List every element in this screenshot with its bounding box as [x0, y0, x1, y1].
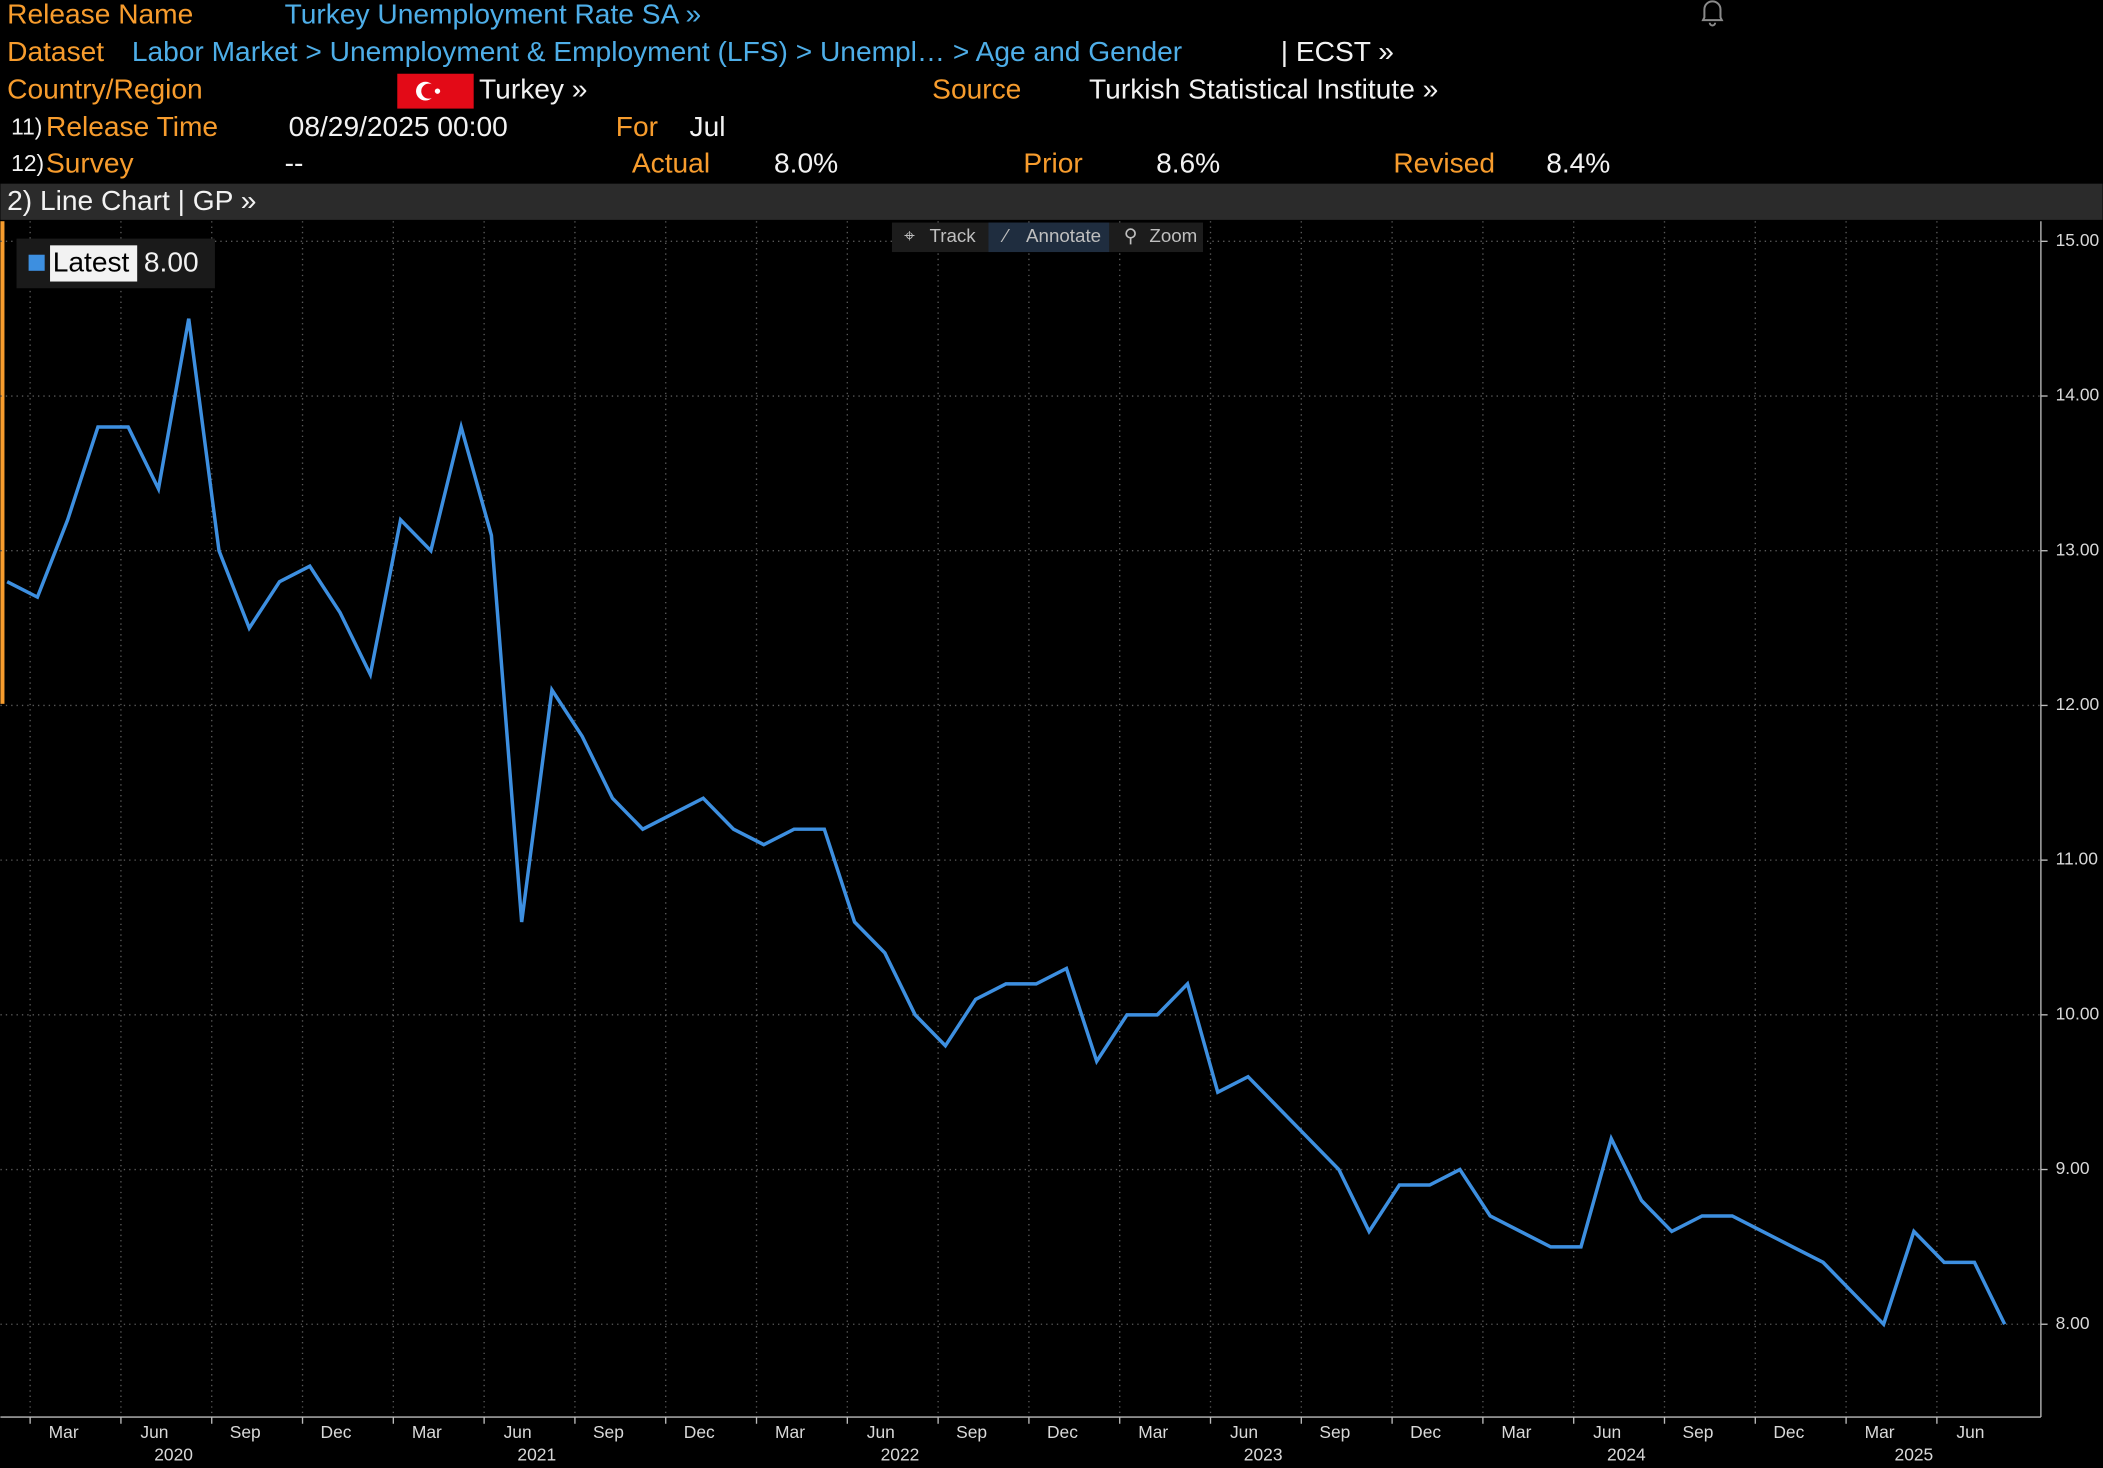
label: Release Name: [7, 0, 193, 30]
x-tick-label: Jun: [504, 1422, 532, 1442]
plot: 8.00 9.00 10.00 11.00 12.00 13.00 14.00 15.00 Ma…: [0, 221, 2100, 1465]
accent-bar: [0, 221, 5, 704]
y-tick-label: 14.00: [2056, 385, 2100, 405]
value: 08/29/2025 00:00: [289, 111, 508, 142]
x-year-label: 2022: [881, 1445, 920, 1465]
value: 8.4%: [1546, 147, 1610, 178]
link[interactable]: Turkey »: [479, 74, 587, 105]
y-tick-label: 10.00: [2056, 1003, 2100, 1023]
value: Jul: [690, 111, 726, 142]
label: Revised: [1393, 147, 1495, 178]
x-year-label: 2024: [1607, 1445, 1646, 1465]
legend-value: 8.00: [144, 247, 199, 278]
x-tick-label: Sep: [230, 1422, 261, 1442]
x-tick-label: Jun: [1956, 1422, 1984, 1442]
x-tick-label: Jun: [140, 1422, 168, 1442]
label: For: [616, 111, 658, 142]
icon: ⁄: [1000, 225, 1010, 246]
tab[interactable]: 2) Line Chart | GP »: [7, 185, 256, 216]
y-tick-label: 15.00: [2056, 230, 2100, 250]
value: --: [285, 147, 304, 178]
legend-swatch: [28, 254, 45, 271]
x-year-label: 2025: [1895, 1445, 1934, 1465]
y-tick-label: 8.00: [2056, 1313, 2090, 1333]
x-year-label: 2023: [1244, 1445, 1283, 1465]
label: Actual: [632, 147, 710, 178]
icon: ⌖: [904, 225, 915, 246]
value: 8.6%: [1156, 147, 1220, 178]
bell-icon[interactable]: [1701, 0, 1724, 27]
x-tick-label: Dec: [684, 1422, 715, 1442]
x-tick-label: Jun: [1230, 1422, 1258, 1442]
label: Dataset: [7, 36, 104, 67]
x-tick-label: Sep: [1319, 1422, 1350, 1442]
x-tick-label: Jun: [867, 1422, 895, 1442]
y-tick-label: 9.00: [2056, 1158, 2090, 1178]
link[interactable]: | ECST »: [1281, 36, 1394, 67]
x-tick-label: Dec: [321, 1422, 352, 1442]
x-tick-label: Mar: [1501, 1422, 1531, 1442]
series-line: [6, 318, 2007, 1328]
label[interactable]: Release Time: [46, 111, 218, 142]
label: Source: [932, 74, 1021, 105]
toolbar-button[interactable]: Zoom: [1149, 225, 1197, 246]
x-tick-label: Mar: [775, 1422, 805, 1442]
x-tick-label: Jun: [1593, 1422, 1621, 1442]
x-tick-label: Dec: [1410, 1422, 1441, 1442]
toolbar-button[interactable]: Track: [930, 225, 977, 246]
link[interactable]: Turkey Unemployment Rate SA »: [285, 0, 702, 30]
label[interactable]: Survey: [46, 147, 135, 178]
flag: [397, 73, 474, 109]
legend-highlight: [50, 245, 138, 282]
y-tick-label: 13.00: [2056, 539, 2100, 559]
value: 8.0%: [774, 147, 838, 178]
x-tick-label: Sep: [956, 1422, 987, 1442]
index: 12): [11, 150, 44, 176]
label: Country/Region: [7, 74, 203, 105]
x-year-label: 2020: [154, 1445, 193, 1465]
x-tick-label: Mar: [1865, 1422, 1895, 1442]
icon: ⚲: [1124, 225, 1138, 246]
y-tick-label: 12.00: [2056, 694, 2100, 714]
x-tick-label: Mar: [1138, 1422, 1168, 1442]
label: Prior: [1023, 147, 1082, 178]
toolbar-active: [988, 222, 1110, 253]
tab-bar: [0, 183, 2103, 220]
x-tick-label: Mar: [412, 1422, 442, 1442]
x-tick-label: Sep: [1683, 1422, 1714, 1442]
link[interactable]: Labor Market > Unemployment & Employment…: [132, 36, 1182, 67]
index: 11): [11, 114, 42, 140]
x-tick-label: Sep: [593, 1422, 624, 1442]
toolbar-button[interactable]: Annotate: [1026, 225, 1101, 246]
x-tick-label: Dec: [1047, 1422, 1078, 1442]
y-tick-label: 11.00: [2056, 849, 2098, 869]
x-tick-label: Mar: [49, 1422, 79, 1442]
x-year-label: 2021: [517, 1445, 556, 1465]
legend-label[interactable]: Latest: [53, 247, 130, 278]
link[interactable]: Turkish Statistical Institute »: [1089, 74, 1438, 105]
x-tick-label: Dec: [1773, 1422, 1804, 1442]
